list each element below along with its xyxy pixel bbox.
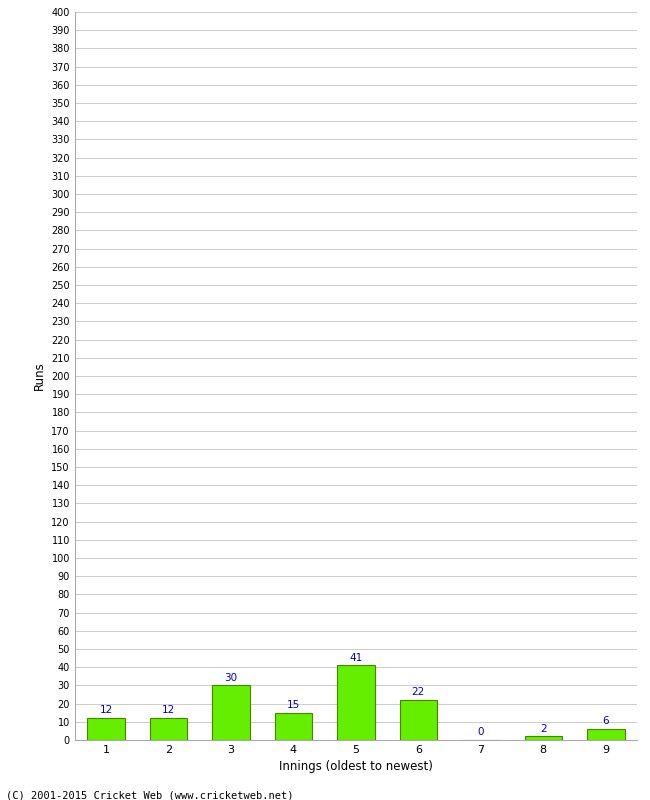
Bar <box>337 666 374 740</box>
Text: 15: 15 <box>287 700 300 710</box>
Text: 0: 0 <box>478 727 484 738</box>
Bar <box>587 729 625 740</box>
Bar <box>150 718 187 740</box>
Bar <box>212 686 250 740</box>
X-axis label: Innings (oldest to newest): Innings (oldest to newest) <box>279 761 433 774</box>
Text: 41: 41 <box>349 653 363 662</box>
Text: 12: 12 <box>162 706 175 715</box>
Y-axis label: Runs: Runs <box>32 362 46 390</box>
Bar <box>275 713 312 740</box>
Bar <box>87 718 125 740</box>
Text: (C) 2001-2015 Cricket Web (www.cricketweb.net): (C) 2001-2015 Cricket Web (www.cricketwe… <box>6 790 294 800</box>
Text: 12: 12 <box>99 706 112 715</box>
Text: 30: 30 <box>224 673 237 682</box>
Bar <box>525 736 562 740</box>
Text: 2: 2 <box>540 724 547 734</box>
Bar <box>400 700 437 740</box>
Text: 22: 22 <box>411 687 425 698</box>
Text: 6: 6 <box>603 716 609 726</box>
